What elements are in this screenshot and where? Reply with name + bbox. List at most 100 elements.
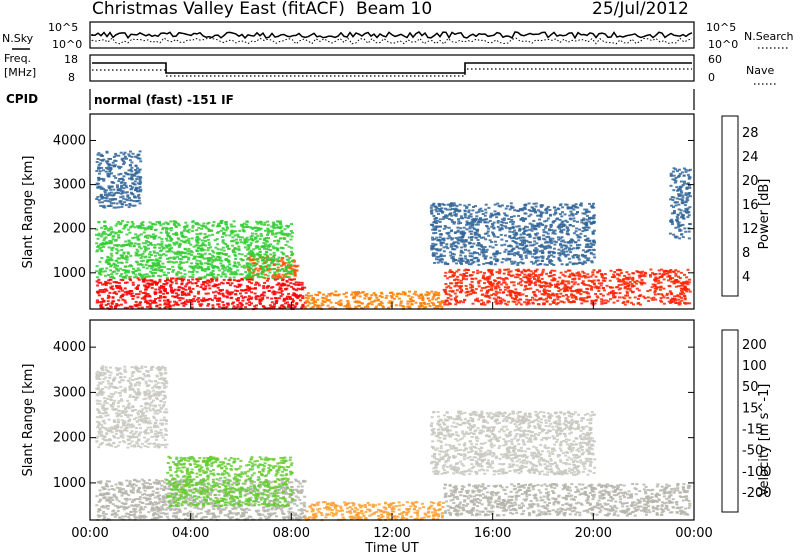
scatter-cell [343,305,347,308]
scatter-cell [238,285,242,288]
scatter-cell [582,219,585,222]
scatter-cell [555,303,559,306]
scatter-cell [472,217,476,220]
scatter-cell [273,303,277,306]
scatter-cell [115,231,118,234]
scatter-cell [114,259,118,262]
scatter-cell [245,223,249,226]
scatter-cell [155,221,159,224]
scatter-cell [409,300,412,303]
scatter-cell [131,186,134,189]
scatter-cell [220,219,224,222]
scatter-cell [536,214,540,217]
scatter-cell [217,283,221,286]
scatter-cell [170,238,174,241]
scatter-cell [255,273,259,276]
scatter-cell [266,296,270,299]
scatter-cell [169,290,173,293]
scatter-cell [201,287,205,290]
scatter-cell [126,290,130,293]
scatter-cell [473,231,477,234]
scatter-cell [448,290,452,293]
scatter-cell [469,274,473,277]
scatter-cell [552,293,556,296]
scatter-cell [545,258,549,260]
scatter-cell [114,206,118,209]
scatter-cell [558,213,562,216]
scatter-cell [484,211,488,214]
scatter-cell [254,247,258,250]
scatter-cell [434,298,438,301]
scatter-cell [258,301,262,304]
scatter-cell [563,241,567,244]
scatter-cell [361,291,365,294]
scatter-cell [106,302,110,305]
scatter-cell [685,290,689,293]
scatter-cell [686,196,690,199]
scatter-cell [283,238,287,240]
scatter-cell [548,228,551,231]
scatter-cell [221,271,225,274]
scatter-cell [560,230,563,233]
scatter-cell [643,282,647,285]
scatter-cell [460,288,464,291]
scatter-cell [392,297,396,300]
scatter-cell [95,228,99,231]
scatter-cell [258,238,262,241]
scatter-cell [291,298,295,301]
scatter-cell [555,293,559,295]
scatter-cell [523,288,527,291]
scatter-cell [178,299,182,302]
scatter-cell [125,256,129,259]
scatter-cell [513,254,516,257]
scatter-cell [601,294,605,297]
scatter-cell [650,297,654,300]
scatter-cell [677,193,681,196]
scatter-cell [439,253,443,256]
scatter-cell [631,277,635,280]
scatter-cell [683,204,687,207]
scatter-cell [281,262,285,265]
scatter-cell [139,247,143,250]
scatter-cell [526,274,530,277]
scatter-cell [171,277,175,280]
scatter-cell [138,290,142,293]
scatter-cell [263,221,267,224]
scatter-cell [619,272,623,275]
scatter-cell [626,282,630,285]
scatter-cell [224,257,228,260]
scatter-cell [587,226,591,229]
scatter-cell [434,217,438,220]
scatter-cell [470,284,474,287]
scatter-cell [438,249,442,252]
scatter-cell [245,220,249,223]
scatter-cell [356,292,359,295]
scatter-cell [191,226,195,229]
scatter-cell [210,261,214,264]
scatter-cell [596,286,600,289]
scatter-cell [216,273,220,276]
scatter-cell [123,201,127,204]
scatter-cell [530,229,534,232]
scatter-cell [150,283,154,286]
scatter-cell [469,232,473,235]
scatter-cell [483,246,487,248]
scatter-cell [366,303,370,305]
scatter-cell [430,212,434,215]
scatter-cell [167,257,171,260]
scatter-cell [254,298,258,301]
scatter-cell [221,239,225,242]
scatter-cell [444,271,448,274]
scatter-cell [290,246,294,249]
scatter-cell [564,255,568,258]
scatter-cell [535,268,539,271]
scatter-cell [480,210,484,213]
scatter-cell [107,294,110,297]
scatter-cell [242,264,246,267]
scatter-cell [529,213,533,216]
scatter-cell [272,251,276,254]
scatter-cell [673,181,677,184]
scatter-cell [130,221,134,223]
scatter-cell [538,284,542,287]
scatter-cell [126,195,130,198]
